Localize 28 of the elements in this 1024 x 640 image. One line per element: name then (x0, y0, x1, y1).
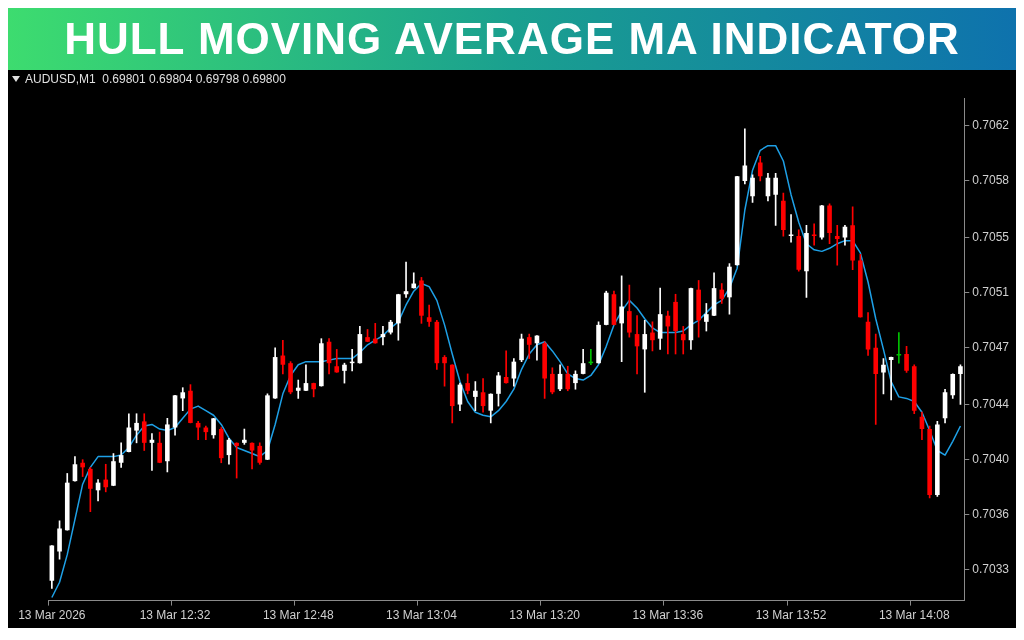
candlestick (334, 349, 340, 373)
y-tick-label: 0.7058 (972, 173, 1010, 188)
candlestick (642, 319, 648, 393)
chart-subtitle: AUDUSD,M1 0.69801 0.69804 0.69798 0.69800 (25, 72, 286, 86)
y-tick-label: 0.7040 (972, 452, 1010, 466)
x-tick-label: 13 Mar 13:52 (755, 608, 827, 623)
x-tick-label: 13 Mar 12:32 (139, 608, 211, 623)
y-tick-label: 0.7047 (972, 340, 1010, 355)
x-tick-label: 13 Mar 13:36 (632, 608, 704, 623)
candlestick (372, 323, 378, 344)
x-tick-label: 13 Mar 2026 (18, 608, 86, 623)
x-tick-label: 13 Mar 13:20 (509, 608, 581, 623)
candlestick (680, 326, 686, 355)
candlestick (896, 332, 902, 364)
y-tick-label: 0.7044 (972, 396, 1010, 411)
y-tick-label: 0.7055 (972, 229, 1010, 244)
x-tick-label: 13 Mar 12:48 (262, 608, 334, 623)
chart-title: HULL MOVING AVERAGE MA INDICATOR (8, 8, 1016, 70)
y-tick-label: 0.7062 (972, 118, 1010, 133)
candlestick (295, 379, 301, 399)
candlestick (426, 304, 432, 327)
x-tick-label: 13 Mar 14:08 (878, 608, 950, 623)
candlestick (834, 225, 840, 266)
x-tick-label: 13 Mar 13:04 (386, 608, 458, 623)
y-tick-label: 0.7036 (972, 507, 1010, 522)
candlestick (180, 387, 186, 411)
y-tick-label: 0.7033 (972, 562, 1010, 577)
y-tick-label: 0.7051 (972, 285, 1010, 300)
